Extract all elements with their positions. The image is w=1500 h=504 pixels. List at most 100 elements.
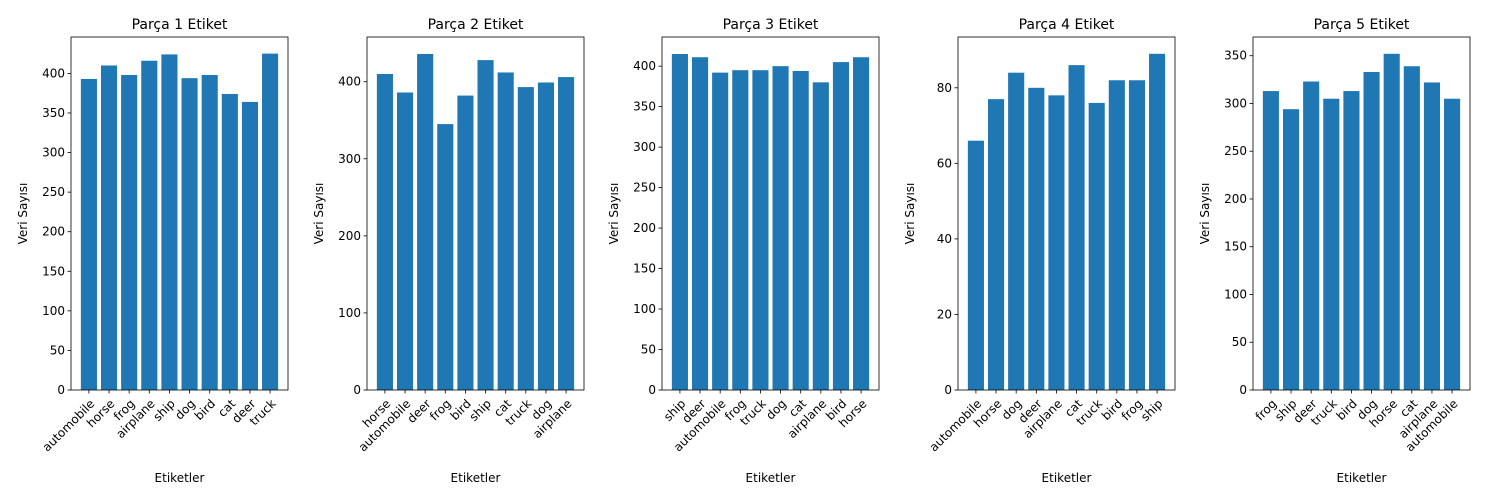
chart-title: Parça 1 Etiket xyxy=(132,17,228,33)
y-tick-label: 0 xyxy=(353,383,361,397)
bar-airplane xyxy=(141,60,158,391)
bar-automobile xyxy=(967,140,984,390)
bar-bird xyxy=(832,62,849,390)
y-tick-label: 200 xyxy=(1224,192,1247,206)
y-tick-label: 200 xyxy=(42,225,65,239)
bar-truck xyxy=(752,70,769,390)
y-tick-label: 60 xyxy=(937,156,952,170)
y-tick-label: 250 xyxy=(1224,144,1247,158)
y-tick-label: 40 xyxy=(937,232,952,246)
bar-automobile xyxy=(396,92,414,391)
y-tick-label: 350 xyxy=(633,100,656,114)
y-tick-label: 250 xyxy=(42,185,65,199)
y-tick-label: 0 xyxy=(1239,383,1247,397)
x-axis-label: Etiketler xyxy=(1337,471,1387,485)
x-tick-label: ship xyxy=(467,397,494,424)
y-tick-label: 150 xyxy=(42,264,65,278)
chart-title: Parça 3 Etiket xyxy=(723,17,819,33)
bar-horse xyxy=(987,99,1005,390)
x-axis-label: Etiketler xyxy=(155,471,205,485)
bar-automobile xyxy=(712,72,729,391)
bar-frog xyxy=(732,70,749,390)
y-tick-label: 150 xyxy=(1224,240,1247,254)
bar-dog xyxy=(1363,71,1380,391)
plot-frame xyxy=(70,36,289,391)
bar-deer xyxy=(417,53,434,391)
y-tick-label: 200 xyxy=(338,229,361,243)
y-tick-label: 150 xyxy=(633,262,656,276)
chart-2: 0100200300400horseautomobiledeerfrogbird… xyxy=(312,17,585,485)
bar-ship xyxy=(1282,109,1300,390)
bar-bird xyxy=(457,95,474,390)
y-axis-label: Veri Sayısı xyxy=(903,183,917,245)
plot-frame xyxy=(1252,36,1471,391)
bar-airplane xyxy=(1423,82,1440,391)
y-tick-label: 100 xyxy=(42,304,65,318)
y-tick-label: 80 xyxy=(937,81,952,95)
y-tick-label: 200 xyxy=(633,221,656,235)
bar-dog xyxy=(181,78,198,390)
bar-automobile xyxy=(80,78,97,390)
x-tick-label: ship xyxy=(1138,397,1165,424)
y-tick-label: 350 xyxy=(42,106,65,120)
y-tick-label: 100 xyxy=(1224,287,1247,301)
bar-dog xyxy=(772,66,789,391)
bar-ship xyxy=(671,54,688,390)
y-tick-label: 400 xyxy=(338,75,361,89)
chart-title: Parça 4 Etiket xyxy=(1019,17,1115,33)
chart-3: 050100150200250300350400shipdeerautomobi… xyxy=(607,17,880,485)
bar-truck xyxy=(1323,98,1340,390)
bar-deer xyxy=(241,101,258,391)
y-tick-label: 100 xyxy=(633,302,656,316)
bar-horse xyxy=(100,65,118,391)
y-tick-label: 0 xyxy=(944,383,952,397)
bar-cat xyxy=(1403,66,1420,390)
y-tick-label: 400 xyxy=(42,66,65,80)
x-axis-label: Etiketler xyxy=(746,471,796,485)
y-tick-label: 100 xyxy=(338,306,361,320)
bar-automobile xyxy=(1444,98,1461,390)
chart-4: 020406080automobilehorsedogdeerairplanec… xyxy=(903,17,1176,485)
bar-deer xyxy=(691,57,709,391)
bar-frog xyxy=(121,74,138,391)
y-tick-label: 50 xyxy=(1232,335,1247,349)
bar-ship xyxy=(161,54,178,390)
bar-truck xyxy=(262,53,279,391)
y-tick-label: 20 xyxy=(937,307,952,321)
y-tick-label: 400 xyxy=(633,59,656,73)
bar-cat xyxy=(792,71,809,390)
chart-5: 050100150200250300350frogshipdeertruckbi… xyxy=(1198,17,1471,485)
y-tick-label: 300 xyxy=(338,152,361,166)
bar-frog xyxy=(1128,80,1145,390)
y-axis-label: Veri Sayısı xyxy=(1198,183,1212,245)
y-tick-label: 50 xyxy=(641,343,656,357)
plot-frame xyxy=(366,36,585,391)
bar-airplane xyxy=(1048,95,1065,391)
y-tick-label: 250 xyxy=(633,181,656,195)
plot-frame xyxy=(661,36,880,391)
y-axis-label: Veri Sayısı xyxy=(312,183,326,245)
bar-ship xyxy=(477,60,494,391)
bar-truck xyxy=(517,87,534,390)
bar-bird xyxy=(1343,91,1360,390)
bar-ship xyxy=(1149,53,1166,391)
bar-horse xyxy=(1383,53,1400,391)
y-tick-label: 50 xyxy=(50,343,65,357)
bar-bird xyxy=(201,74,218,391)
bar-frog xyxy=(437,124,454,390)
bar-dog xyxy=(537,82,554,390)
y-tick-label: 300 xyxy=(633,140,656,154)
y-tick-label: 300 xyxy=(1224,96,1247,110)
y-tick-label: 300 xyxy=(42,146,65,160)
bar-frog xyxy=(1262,91,1279,390)
x-axis-label: Etiketler xyxy=(1042,471,1092,485)
bar-airplane xyxy=(812,82,829,390)
y-tick-label: 350 xyxy=(1224,49,1247,63)
bar-dog xyxy=(1008,72,1025,390)
bar-deer xyxy=(1028,87,1045,390)
bar-airplane xyxy=(558,77,575,390)
bar-truck xyxy=(1088,102,1105,391)
bar-horse xyxy=(376,74,393,390)
bar-cat xyxy=(497,72,514,390)
